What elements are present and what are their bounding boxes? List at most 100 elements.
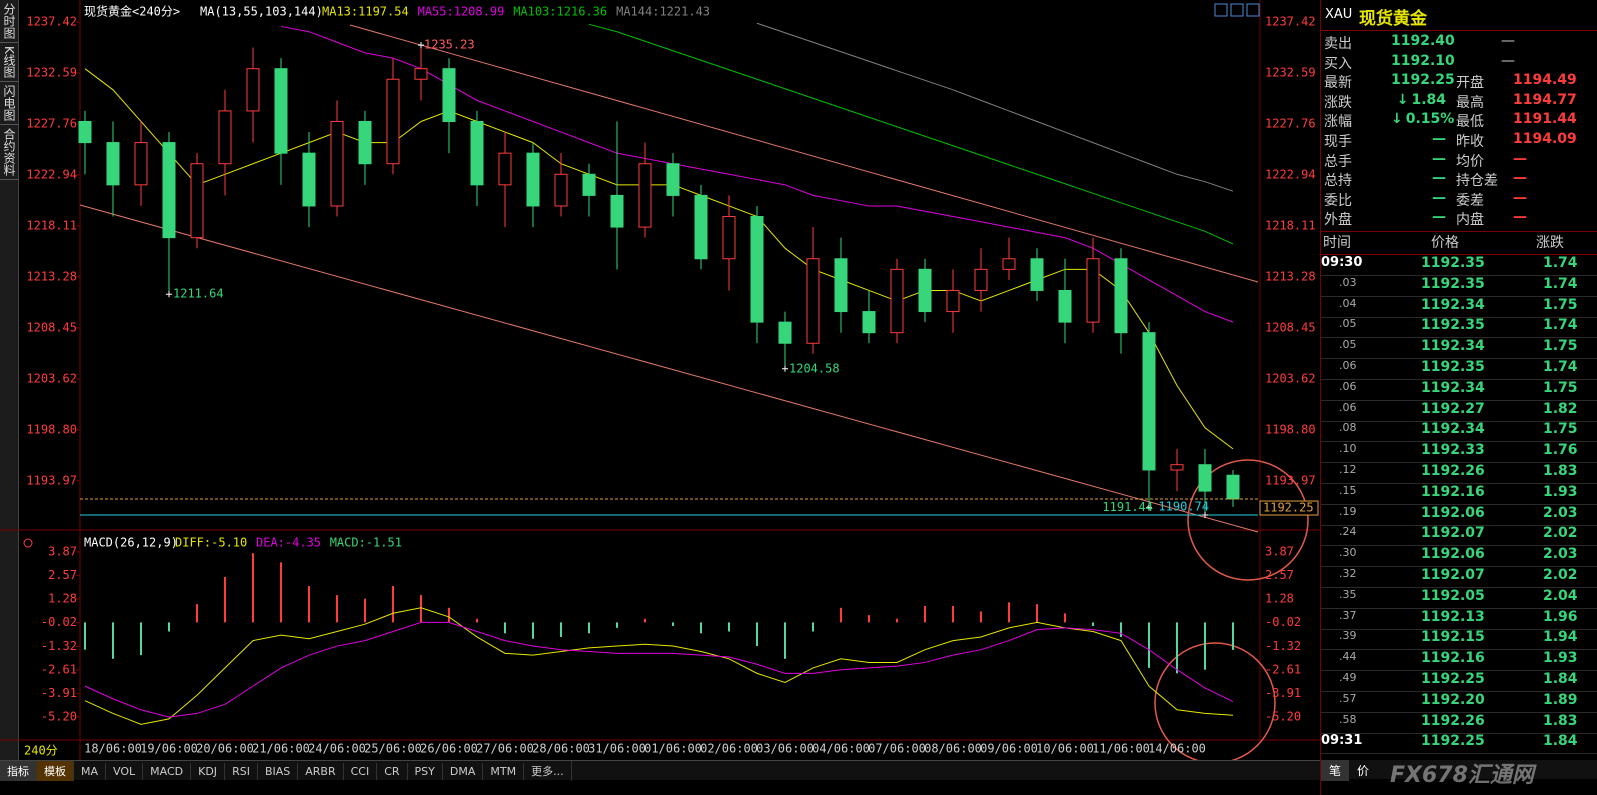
bottom-tab[interactable]: ARBR	[298, 763, 344, 780]
bottom-tab[interactable]: 模板	[37, 761, 74, 781]
y-tick-label: 3.87	[48, 544, 77, 558]
tick-row: .44 1192.16 1.93	[1321, 650, 1597, 672]
low-label: 1191.44	[1102, 500, 1153, 514]
y-tick-label-right: 1213.28	[1265, 269, 1316, 283]
quote-cell: 涨幅	[1324, 114, 1352, 131]
bottom-tab[interactable]: MACD	[143, 763, 192, 780]
indicator-title: MACD(26,12,9)	[84, 536, 178, 550]
tick-price: 1192.07	[1421, 567, 1485, 583]
candle-body	[554, 173, 568, 207]
candle-body	[302, 152, 316, 207]
marker-cross	[1202, 511, 1208, 518]
tick-price: 1192.35	[1421, 359, 1485, 375]
y-tick-label-right: 1232.59	[1265, 66, 1316, 80]
bottom-tab[interactable]: 指标	[0, 761, 37, 781]
tick-row: .57 1192.20 1.89	[1321, 692, 1597, 713]
bottom-tab[interactable]: RSI	[225, 763, 258, 780]
candle-body	[862, 311, 876, 334]
tick-price: 1192.06	[1421, 504, 1485, 521]
candle-body	[946, 289, 960, 313]
quote-cell: —	[1432, 189, 1446, 206]
tick-time: .32	[1339, 567, 1357, 580]
tick-time: 09:30	[1321, 255, 1363, 270]
y-tick-label-right: -1.32	[1265, 639, 1301, 653]
table-header-cell: 价格	[1431, 235, 1459, 251]
bottom-tab[interactable]: VOL	[106, 763, 144, 780]
y-tick-label: 1237.42	[26, 15, 77, 29]
quote-cell: 总手	[1324, 153, 1352, 170]
candle-body	[1198, 464, 1212, 492]
quote-row: 现手 — 昨收 1194.09	[1321, 131, 1597, 151]
marker-cross	[166, 291, 172, 298]
macd-bar	[504, 622, 506, 634]
macd-bar	[924, 605, 926, 623]
y-tick-label: 2.57	[48, 568, 77, 582]
tick-row: .06 1192.35 1.74	[1321, 359, 1597, 380]
y-tick-label-right: 3.87	[1265, 544, 1294, 558]
chart-title: 现货黄金<240分>	[84, 4, 180, 19]
macd-bar	[616, 622, 618, 628]
quote-cell: —	[1513, 170, 1527, 187]
marker-cross	[1146, 504, 1152, 511]
candle-body	[498, 152, 512, 186]
sidebar-tab[interactable]: 分时图	[0, 0, 18, 43]
quote-row: 涨跌 1.84 最高 1194.77	[1321, 92, 1597, 112]
tick-price: 1192.15	[1421, 629, 1485, 646]
sidebar-tab[interactable]: 合约资料	[0, 125, 18, 180]
quote-row: 涨幅 0.15%最低 1191.44	[1321, 111, 1597, 131]
sidebar-tab[interactable]: 闪电图	[0, 82, 18, 125]
tick-change: 1.84	[1543, 733, 1578, 750]
y-tick-label-right: -5.20	[1265, 710, 1301, 724]
x-tick-label: 19/06:00	[140, 742, 198, 756]
last-price-box	[1259, 500, 1319, 516]
bottom-tab[interactable]: MA	[74, 763, 107, 780]
highlight-circle	[1154, 642, 1276, 760]
y-tick-label-right: 1.28	[1265, 592, 1294, 606]
tick-time: .10	[1339, 442, 1357, 456]
tick-row: .37 1192.13 1.96	[1321, 609, 1597, 630]
bottom-tab[interactable]: PSY	[408, 763, 443, 780]
macd-bar	[672, 622, 674, 627]
bottom-tab[interactable]: DMA	[443, 763, 484, 780]
legend-entry: MA13:1197.54	[322, 5, 409, 19]
tick-row: .49 1192.25 1.84	[1321, 671, 1597, 692]
bottom-tab[interactable]: CCI	[344, 763, 378, 780]
bottom-tab[interactable]: MTM	[483, 763, 525, 780]
bottom-tab[interactable]: KDJ	[191, 763, 226, 780]
candle-body	[358, 120, 372, 165]
channel-line	[79, 204, 1259, 533]
panel-tab[interactable]: 价	[1357, 764, 1370, 778]
tick-time: .06	[1339, 400, 1357, 414]
candle-body	[134, 142, 148, 186]
tick-price: 1192.16	[1421, 650, 1485, 667]
y-tick-label-right: 1227.76	[1265, 117, 1316, 131]
window-button[interactable]	[1230, 3, 1244, 17]
macd-bar	[1148, 622, 1150, 668]
y-tick-label-right: 1203.62	[1265, 371, 1316, 385]
candle-body	[218, 110, 232, 165]
bottom-tab[interactable]: BIAS	[258, 763, 299, 780]
panel-tab[interactable]: 笔	[1321, 760, 1350, 781]
bottom-tab[interactable]: CR	[377, 763, 408, 780]
y-tick-label-right: 1237.42	[1265, 15, 1316, 29]
sidebar-tab[interactable]: K线图	[0, 43, 18, 82]
x-tick-label: 26/06:00	[420, 742, 478, 756]
tick-time: .05	[1339, 317, 1357, 331]
y-tick-label-right: -0.02	[1265, 615, 1301, 629]
quote-cell: 1191.44	[1513, 111, 1577, 128]
quote-cell: 买入	[1324, 55, 1352, 72]
bottom-tab[interactable]: 更多...	[524, 761, 572, 781]
candle-body	[694, 194, 708, 260]
tick-row: .06 1192.34 1.75	[1321, 380, 1597, 401]
macd-bar	[252, 553, 254, 623]
quote-cell: 最低	[1456, 114, 1484, 131]
tick-time: .44	[1339, 650, 1357, 664]
x-tick-label: 08/06:00	[924, 742, 982, 756]
window-button[interactable]	[1214, 3, 1228, 17]
panel-tabs: 笔价	[1321, 760, 1597, 781]
quote-cell: —	[1501, 52, 1515, 69]
ma-line	[280, 25, 1234, 323]
macd-bar	[420, 595, 422, 623]
tick-row: .19 1192.06 2.03	[1321, 505, 1597, 526]
window-button[interactable]	[1246, 3, 1260, 17]
